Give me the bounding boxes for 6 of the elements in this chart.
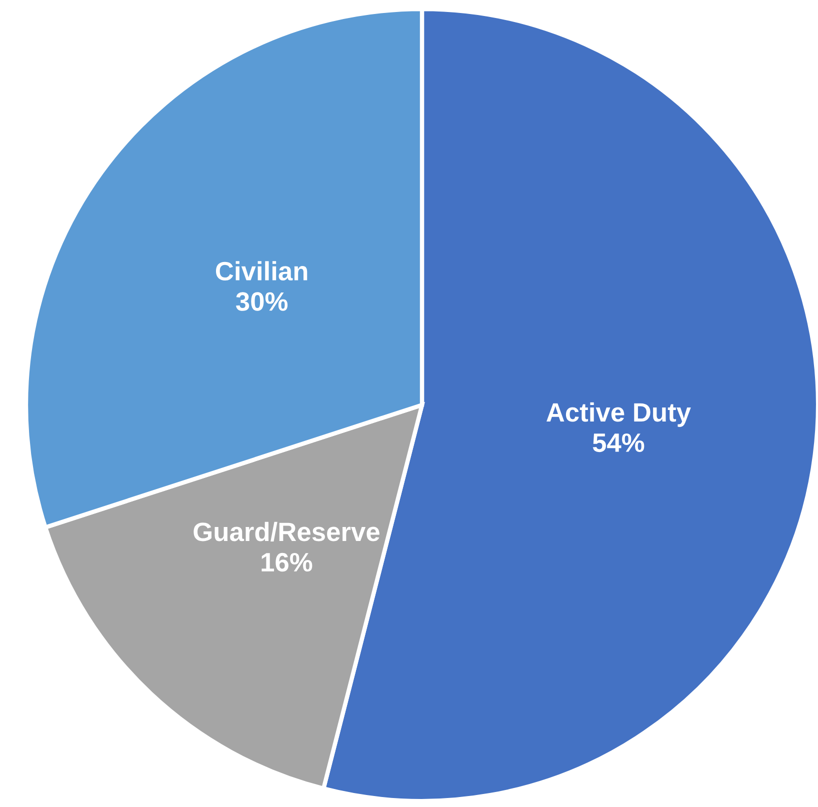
- data-label: 16%: [262, 552, 312, 572]
- data-label: 54%: [592, 433, 644, 452]
- slice-label: Guard/Reserve: [194, 522, 380, 542]
- slice-label: Civilian: [216, 261, 308, 281]
- slice-label: Active Duty: [546, 402, 691, 427]
- data-label: 30%: [236, 292, 288, 311]
